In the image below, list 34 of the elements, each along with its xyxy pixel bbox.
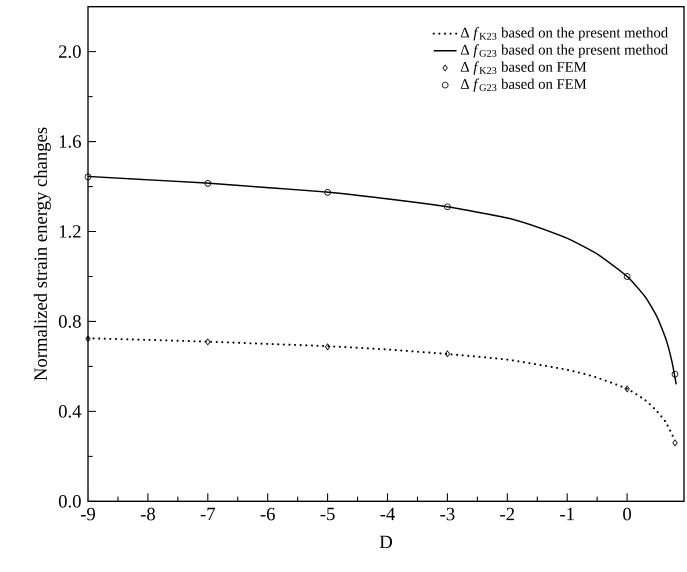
x-tick-label: 0 xyxy=(623,508,632,520)
x-tick-label: -3 xyxy=(440,508,454,520)
point xyxy=(672,440,678,446)
y-axis-title: Normalized strain energy changes xyxy=(34,128,51,381)
point xyxy=(672,370,678,378)
x-tick-label: -8 xyxy=(140,508,155,520)
x-tick-label: -5 xyxy=(320,508,335,520)
point xyxy=(324,189,331,196)
x-tick-label: -7 xyxy=(200,508,216,520)
x-tick-label: -4 xyxy=(380,508,395,520)
point xyxy=(84,174,92,180)
point xyxy=(205,338,210,346)
y-tick-label: 1.2 xyxy=(60,225,80,238)
point xyxy=(624,273,630,280)
x-axis-title: D xyxy=(380,536,392,548)
point xyxy=(624,386,630,392)
point xyxy=(444,350,450,358)
point xyxy=(85,335,91,342)
point xyxy=(444,203,451,210)
x-tick-label: -6 xyxy=(260,508,275,520)
y-tick-label: 0.0 xyxy=(58,494,81,508)
x-tick-label: -2 xyxy=(500,508,514,520)
point xyxy=(204,180,212,187)
x-tick-label: -9 xyxy=(80,508,96,520)
y-tick-label: 0.8 xyxy=(58,315,81,328)
legend-label: Δ f$_{G23}$ based on FEM xyxy=(460,78,586,92)
y-tick-label: 1.6 xyxy=(60,135,81,148)
legend-label: Δ f$_{K23}$ based on the present method xyxy=(460,27,668,41)
point xyxy=(325,344,330,350)
y-tick-label: 0.4 xyxy=(58,405,82,418)
legend-label: Δ f$_{G23}$ based on the present method xyxy=(460,44,668,58)
y-tick-label: 2.0 xyxy=(59,45,81,58)
legend-label: Δ f$_{K23}$ based on FEM xyxy=(460,61,586,75)
x-tick-label: -1 xyxy=(560,508,574,520)
